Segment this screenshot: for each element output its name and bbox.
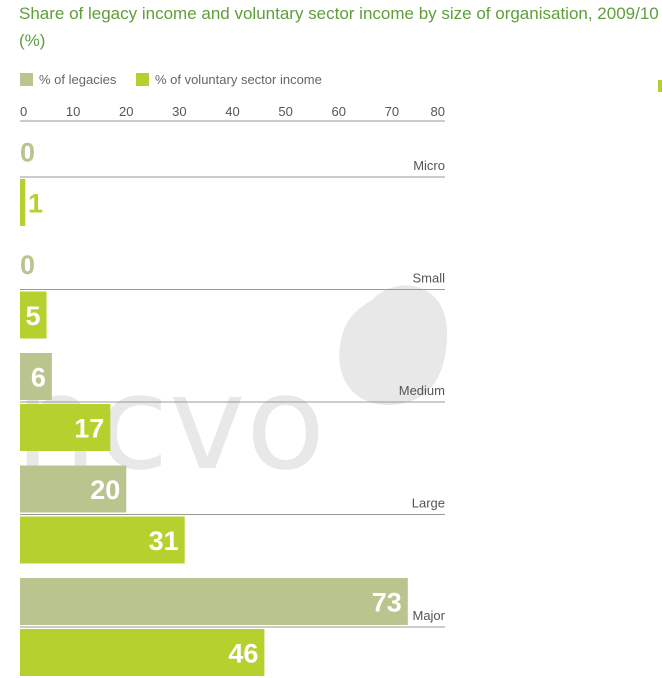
data-label-legacies-large: 20 — [90, 475, 120, 505]
category-label-small: Small — [412, 271, 445, 286]
data-label-voluntary-major: 46 — [228, 639, 258, 669]
legend-swatch-voluntary — [135, 73, 149, 86]
category-label-large: Large — [412, 496, 445, 511]
legacy-bar-major — [20, 578, 408, 625]
category-label-medium: Medium — [399, 383, 445, 398]
x-tick-label-30: 30 — [172, 104, 186, 119]
x-tick-label-40: 40 — [225, 104, 239, 119]
legend-label-voluntary: % of voluntary sector income — [154, 72, 322, 87]
voluntary-bar-small — [20, 291, 47, 339]
chart-title: Share of legacy income and voluntary sec… — [19, 4, 659, 50]
legend-item-legacies: % of legacies — [20, 72, 116, 87]
legend-item-voluntary: % of voluntary sector income — [135, 72, 322, 87]
x-tick-label-80: 80 — [431, 104, 445, 119]
chart-legend: % of legacies % of voluntary sector inco… — [20, 72, 338, 89]
legend-label-legacies: % of legacies — [39, 72, 117, 87]
x-tick-label-60: 60 — [332, 104, 346, 119]
watermark-blob — [339, 285, 448, 405]
legend-swatch-legacies — [20, 73, 33, 86]
voluntary-bar-major — [20, 629, 265, 676]
category-label-micro: Micro — [413, 158, 445, 173]
legacy-bar-medium — [20, 353, 52, 400]
voluntary-bar-large — [20, 516, 185, 564]
data-label-legacies-micro: 0 — [20, 138, 35, 168]
x-tick-label-70: 70 — [385, 104, 399, 119]
data-label-voluntary-micro: 1 — [28, 189, 43, 219]
edge-marker — [658, 80, 662, 92]
legacy-bar-large — [20, 465, 127, 513]
category-label-major: Major — [412, 608, 445, 623]
data-label-legacies-major: 73 — [372, 588, 402, 618]
x-tick-label-50: 50 — [278, 104, 292, 119]
x-tick-label-0: 0 — [20, 104, 27, 119]
voluntary-bar-micro — [20, 179, 26, 226]
data-label-voluntary-medium: 17 — [74, 414, 104, 444]
data-label-legacies-small: 0 — [20, 250, 35, 280]
voluntary-bar-medium — [20, 404, 111, 451]
data-label-legacies-medium: 6 — [31, 363, 46, 393]
data-label-voluntary-large: 31 — [149, 526, 179, 556]
x-tick-label-20: 20 — [119, 104, 133, 119]
x-tick-label-10: 10 — [66, 104, 80, 119]
data-label-voluntary-small: 5 — [26, 301, 41, 331]
